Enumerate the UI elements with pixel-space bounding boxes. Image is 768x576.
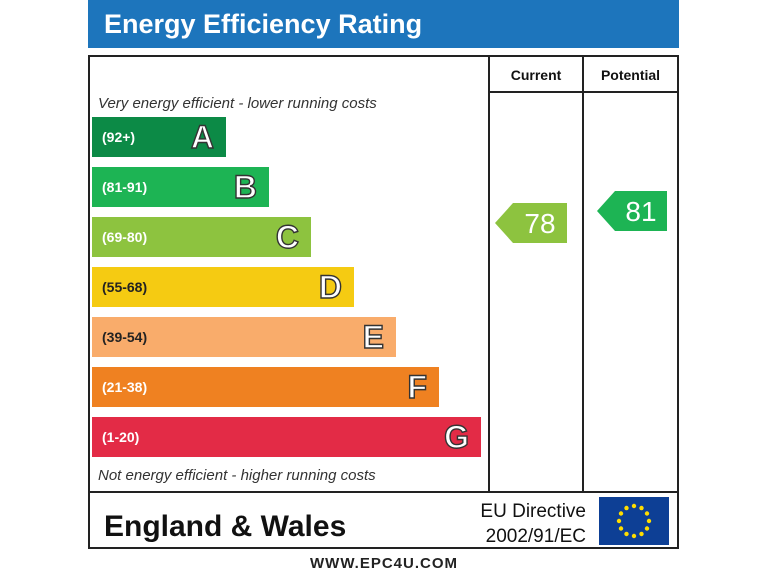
eu-star-icon: [644, 511, 650, 516]
eu-directive-line1: EU Directive: [480, 501, 586, 522]
eu-flag-icon: [599, 497, 669, 545]
eu-star-icon: [631, 533, 637, 539]
eu-star-icon: [618, 526, 624, 531]
current-column-header: Current: [510, 67, 562, 83]
eu-star-icon: [616, 518, 622, 524]
band-letter: D: [318, 268, 343, 305]
band-letter: C: [275, 218, 300, 255]
band-range-label: (1-20): [102, 429, 140, 445]
rating-frame: Current Potential Very energy efficient …: [88, 55, 679, 549]
eu-star-icon: [639, 505, 644, 511]
band-range-label: (81-91): [102, 179, 148, 195]
band-f: (21-38) F: [92, 367, 439, 407]
band-letter: A: [190, 118, 215, 155]
eu-star-icon: [639, 531, 644, 537]
bottom-note: Not energy efficient - higher running co…: [98, 467, 376, 484]
eu-star-icon: [631, 503, 637, 509]
eu-star-icon: [644, 526, 650, 531]
footer-divider: [90, 491, 677, 493]
band-range-label: (39-54): [102, 329, 148, 345]
top-note: Very energy efficient - lower running co…: [98, 95, 377, 112]
marker-arrow-shape: [495, 203, 567, 243]
potential-rating-marker: 81: [597, 191, 667, 231]
eu-directive-line2: 2002/91/EC: [485, 526, 586, 547]
band-d: (55-68) D: [92, 267, 354, 307]
column-divider-potential: [582, 57, 584, 491]
marker-value: 78: [524, 208, 555, 239]
column-divider-current: [488, 57, 490, 491]
eu-directive-label: EU Directive 2002/91/EC: [470, 499, 586, 549]
band-range-label: (55-68): [102, 279, 148, 295]
current-rating-marker: 78: [495, 203, 567, 243]
band-c: (69-80) C: [92, 217, 311, 257]
region-label: England & Wales: [104, 510, 347, 543]
band-range-label: (92+): [102, 129, 136, 145]
band-b: (81-91) B: [92, 167, 269, 207]
band-range-label: (69-80): [102, 229, 148, 245]
eu-star-icon: [618, 511, 624, 516]
eu-star-icon: [624, 505, 629, 511]
page-title: Energy Efficiency Rating: [88, 0, 679, 48]
band-e: (39-54) E: [92, 317, 396, 357]
marker-value: 81: [625, 196, 656, 227]
band-letter: E: [362, 318, 385, 355]
band-letter: B: [233, 168, 258, 205]
band-a: (92+) A: [92, 117, 226, 157]
band-g: (1-20) G: [92, 417, 481, 457]
eu-star-icon: [624, 531, 629, 537]
marker-arrow-shape: [597, 191, 667, 231]
header-divider: [490, 91, 677, 93]
site-url: WWW.EPC4U.COM: [310, 555, 458, 572]
band-letter: F: [407, 368, 428, 405]
eu-star-icon: [646, 518, 652, 524]
band-letter: G: [443, 418, 469, 455]
band-range-label: (21-38): [102, 379, 148, 395]
potential-column-header: Potential: [600, 67, 661, 83]
